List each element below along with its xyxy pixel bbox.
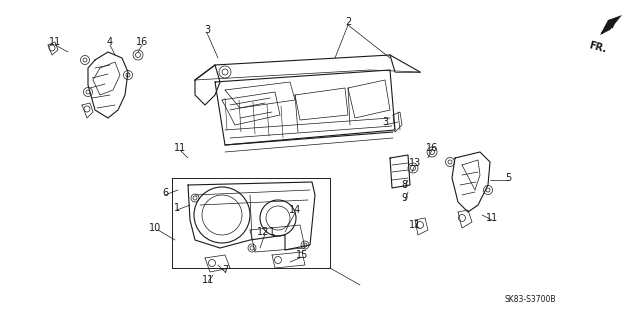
- Text: 8: 8: [401, 180, 407, 190]
- Text: 11: 11: [174, 143, 186, 153]
- Text: 1: 1: [269, 227, 275, 237]
- Text: 12: 12: [257, 227, 269, 237]
- Text: 3: 3: [204, 25, 210, 35]
- Text: 9: 9: [401, 193, 407, 203]
- Polygon shape: [600, 15, 622, 35]
- Text: 7: 7: [222, 265, 228, 275]
- Text: 11: 11: [409, 220, 421, 230]
- Text: 3: 3: [382, 117, 388, 127]
- Text: 5: 5: [505, 173, 511, 183]
- Text: 11: 11: [486, 213, 498, 223]
- Text: 16: 16: [136, 37, 148, 47]
- Text: 14: 14: [289, 205, 301, 215]
- Text: 11: 11: [49, 37, 61, 47]
- Text: 2: 2: [345, 17, 351, 27]
- Text: 15: 15: [296, 250, 308, 260]
- Text: 4: 4: [107, 37, 113, 47]
- Text: SK83-S3700B: SK83-S3700B: [504, 295, 556, 305]
- Text: 6: 6: [162, 188, 168, 198]
- Text: 11: 11: [202, 275, 214, 285]
- Text: 1: 1: [174, 203, 180, 213]
- Text: 13: 13: [409, 158, 421, 168]
- Text: 10: 10: [149, 223, 161, 233]
- Text: 16: 16: [426, 143, 438, 153]
- Text: FR.: FR.: [588, 40, 608, 54]
